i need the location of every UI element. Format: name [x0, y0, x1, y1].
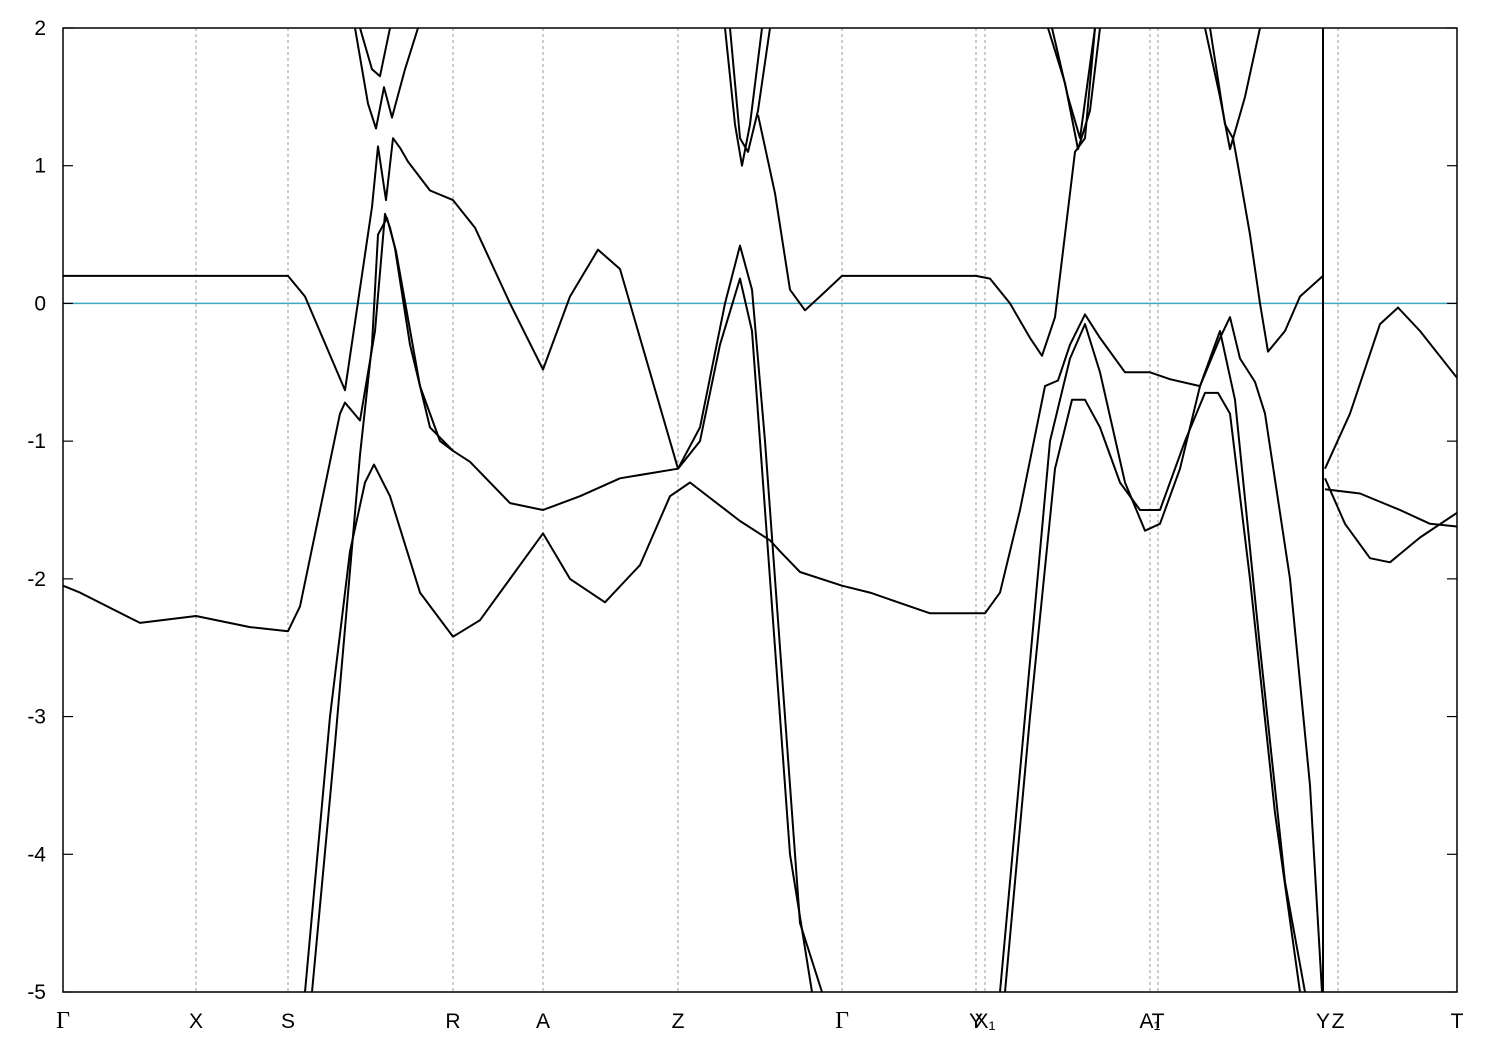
y-tick-label: 1 [34, 155, 46, 178]
x-tick-label: R [445, 1010, 460, 1033]
x-tick-label: T [1152, 1010, 1165, 1033]
y-tick-label: -3 [27, 706, 46, 729]
band-line [1047, 28, 1101, 151]
band-line [63, 212, 813, 992]
band-line [63, 137, 823, 992]
band-line [1004, 391, 1301, 992]
band-line [1324, 477, 1457, 564]
bands [63, 28, 1457, 992]
band-line [311, 217, 454, 992]
band-line [1324, 306, 1457, 470]
band-line [999, 323, 1306, 992]
x-tick-label: Z [672, 1010, 685, 1033]
y-tick-label: -1 [27, 430, 46, 453]
band-line [304, 313, 1323, 992]
band-line [1324, 488, 1457, 528]
x-tick-label: T [1451, 1010, 1464, 1033]
x-tick-label: X₁ [974, 1010, 995, 1033]
x-tick-label: Y [969, 1010, 983, 1033]
y-tick-label: -5 [27, 981, 46, 1004]
x-tick-label: Γ [56, 1008, 70, 1034]
band-line [354, 28, 419, 130]
band-line [1051, 28, 1096, 140]
band-line [1209, 28, 1324, 353]
band-line [724, 28, 763, 167]
x-tick-label: Γ [835, 1008, 849, 1034]
x-tick-label: A [536, 1010, 550, 1033]
band-line [729, 28, 771, 153]
x-tick-label: Z [1332, 1010, 1345, 1033]
x-tick-label: X [189, 1010, 203, 1033]
y-tick-label: -4 [27, 843, 46, 866]
plot-frame [62, 27, 1458, 993]
y-tick-label: 2 [34, 17, 46, 40]
band-line [757, 28, 1096, 357]
y-tick-label: -2 [27, 568, 46, 591]
y-tick-label: 0 [34, 292, 46, 315]
x-tick-label: A₁ [1139, 1010, 1160, 1033]
x-tick-label: Y [1316, 1010, 1330, 1033]
band-line [359, 28, 391, 78]
band-line [1204, 28, 1261, 151]
grid [195, 28, 1339, 992]
x-tick-label: S [281, 1010, 295, 1033]
